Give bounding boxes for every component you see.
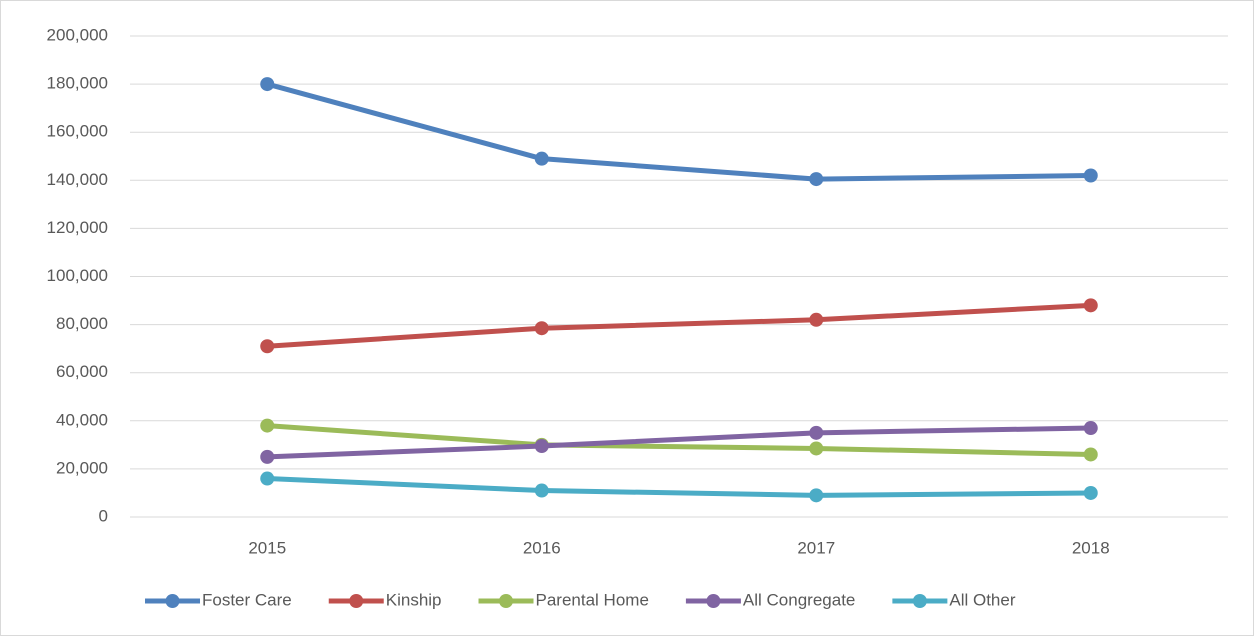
point (1083, 485, 1098, 500)
legend-label: All Other (949, 590, 1015, 609)
y-tick-label: 140,000 (47, 170, 108, 189)
point (809, 441, 824, 456)
point (809, 488, 824, 503)
point (1083, 298, 1098, 313)
point (809, 172, 824, 187)
point (1083, 447, 1098, 462)
x-tick-label: 2017 (797, 538, 835, 557)
y-tick-label: 80,000 (56, 314, 108, 333)
point (260, 418, 275, 433)
legend-label: Kinship (386, 590, 442, 609)
point (260, 471, 275, 486)
point (534, 321, 549, 336)
point (809, 425, 824, 440)
series-line (267, 476, 1091, 498)
point (534, 439, 549, 454)
point (260, 449, 275, 464)
point (1083, 168, 1098, 183)
series-line (266, 81, 1091, 182)
y-tick-label: 60,000 (56, 362, 108, 381)
y-tick-label: 0 (99, 506, 108, 525)
y-tick-label: 100,000 (47, 266, 108, 285)
point (260, 339, 275, 354)
point (1083, 421, 1098, 436)
point (534, 483, 549, 498)
series-line (267, 302, 1091, 349)
legend-marker (499, 594, 514, 608)
legend-marker (165, 594, 180, 608)
y-tick-label: 40,000 (56, 410, 108, 429)
y-tick-label: 180,000 (47, 74, 108, 93)
series-line (267, 423, 1091, 457)
legend-marker (349, 594, 364, 608)
legend-label: All Congregate (743, 590, 855, 609)
legend-label: Parental Home (536, 590, 649, 609)
y-tick-label: 120,000 (47, 218, 108, 237)
y-tick-label: 200,000 (47, 25, 108, 44)
legend-marker (706, 594, 721, 608)
x-tick-label: 2015 (248, 538, 286, 557)
point (260, 77, 275, 92)
x-tick-label: 2016 (523, 538, 561, 557)
series-line (267, 425, 1091, 460)
point (809, 312, 824, 327)
x-tick-label: 2018 (1072, 538, 1110, 557)
y-tick-label: 160,000 (47, 122, 108, 141)
legend-label: Foster Care (202, 590, 292, 609)
y-tick-label: 20,000 (56, 458, 108, 477)
point (534, 151, 549, 166)
legend-marker (912, 594, 927, 608)
